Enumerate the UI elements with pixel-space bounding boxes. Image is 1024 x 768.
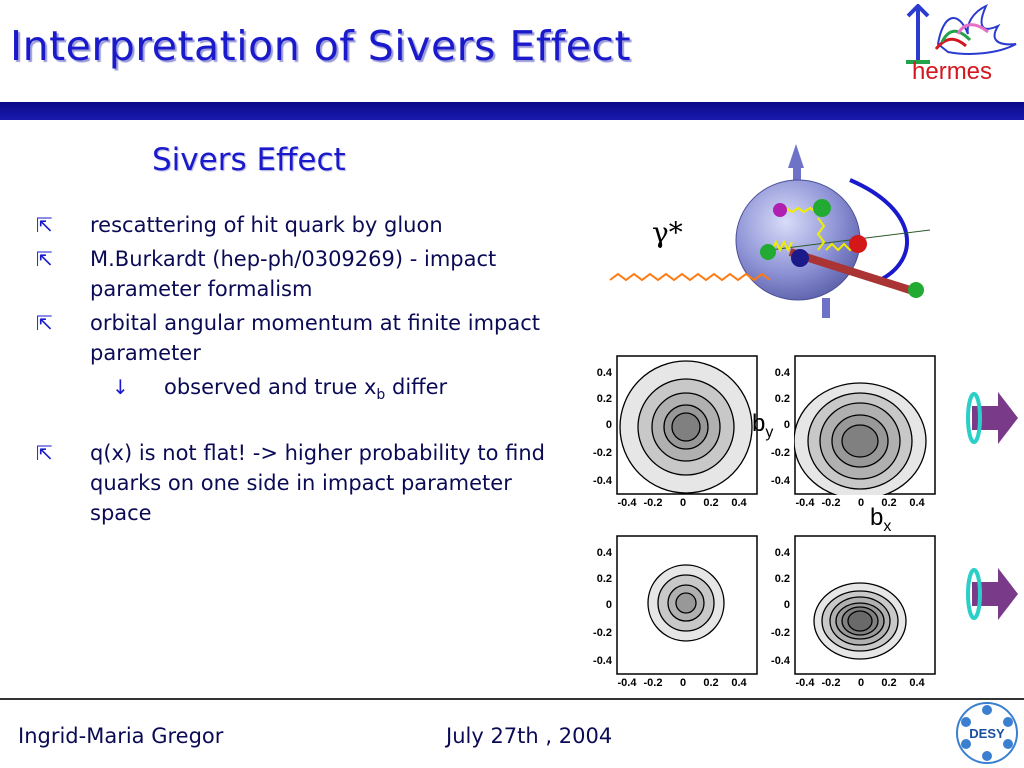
desy-logo: DESY: [956, 702, 1018, 764]
x-tick-label: -0.2: [821, 497, 841, 509]
x-tick-label: 0.4: [731, 677, 747, 689]
contour-line: [847, 610, 873, 632]
bullet-list: ⇱ rescattering of hit quark by gluon ⇱ M…: [36, 210, 556, 532]
arrow-bullet-icon: ⇱: [36, 213, 53, 237]
x-tick-label: -0.4: [795, 497, 815, 509]
x-tick-label: 0: [857, 497, 865, 509]
y-tick-label: 0.4: [596, 367, 612, 379]
axis-label-by: by: [752, 410, 774, 441]
x-tick-label: 0.4: [731, 497, 747, 509]
y-tick-label: 0.4: [774, 367, 790, 379]
contour-plot: [616, 355, 758, 495]
x-tick-label: 0.2: [881, 677, 897, 689]
sub-bullet-text: observed and true xb differ: [164, 375, 448, 404]
contour-plot-canvas: [616, 535, 758, 675]
contour-plot: [794, 535, 936, 675]
y-tick-label: 0: [783, 419, 790, 431]
x-tick-label: 0.2: [703, 497, 719, 509]
contour-line: [675, 592, 697, 614]
hermes-logo-text: hermes: [912, 58, 993, 85]
y-tick-label: -0.4: [593, 655, 612, 667]
bullet-text: q(x) is not flat! -> higher probability …: [90, 441, 545, 526]
y-tick-label: -0.2: [771, 447, 790, 459]
hermes-logo: [906, 4, 1017, 64]
y-tick-label: 0.2: [774, 393, 790, 405]
y-tick-label: 0.4: [774, 547, 790, 559]
bullet-item: ⇱ q(x) is not flat! -> higher probabilit…: [36, 438, 556, 528]
x-tick-label: -0.2: [643, 497, 663, 509]
section-subtitle: Sivers Effect: [152, 142, 346, 178]
bullet-item: ⇱ orbital angular momentum at finite imp…: [36, 308, 556, 368]
arrow-bullet-icon: ⇱: [36, 311, 53, 335]
footer-date: July 27th , 2004: [446, 724, 613, 748]
y-tick-label: 0.2: [774, 573, 790, 585]
arrow-bullet-icon: ⇱: [36, 247, 53, 271]
nucleon-diagram: [609, 144, 930, 318]
y-tick-label: -0.4: [771, 655, 790, 667]
footer-rule: [0, 698, 1024, 700]
y-tick-label: -0.2: [771, 627, 790, 639]
y-tick-label: 0: [605, 419, 612, 431]
contour-plot-canvas: [616, 355, 758, 495]
sub-bullet-item: ↓ observed and true xb differ: [36, 372, 556, 410]
y-tick-label: 0.4: [596, 547, 612, 559]
y-tick-label: 0: [605, 599, 612, 611]
contour-line: [841, 424, 879, 458]
photon-line: [609, 272, 771, 282]
slide-title: Interpretation of Sivers Effect: [10, 22, 632, 70]
contour-line: [671, 412, 701, 442]
x-tick-label: 0.4: [909, 677, 925, 689]
x-tick-label: -0.4: [617, 497, 637, 509]
y-tick-label: -0.4: [771, 475, 790, 487]
down-arrow-bullet-icon: ↓: [112, 375, 129, 399]
bullet-text: rescattering of hit quark by gluon: [90, 213, 443, 237]
x-tick-label: 0: [857, 677, 865, 689]
desy-logo-text: DESY: [969, 726, 1005, 741]
y-tick-label: -0.4: [593, 475, 612, 487]
arrow-bullet-icon: ⇱: [36, 441, 53, 466]
y-tick-label: 0.2: [596, 393, 612, 405]
bullet-text: orbital angular momentum at finite impac…: [90, 311, 541, 365]
x-tick-label: -0.4: [795, 677, 815, 689]
footer-author: Ingrid-Maria Gregor: [18, 724, 224, 748]
x-tick-label: 0.4: [909, 497, 925, 509]
x-tick-label: -0.2: [821, 677, 841, 689]
bullet-item: ⇱ rescattering of hit quark by gluon: [36, 210, 556, 240]
bullet-text: M.Burkardt (hep-ph/0309269) - impact par…: [90, 247, 497, 301]
y-tick-label: -0.2: [593, 447, 612, 459]
contour-plot-canvas: [794, 355, 936, 495]
spin-arrow-icon: [966, 568, 1018, 620]
bullet-item: ⇱ M.Burkardt (hep-ph/0309269) - impact p…: [36, 244, 556, 304]
x-tick-label: 0.2: [881, 497, 897, 509]
y-tick-label: -0.2: [593, 627, 612, 639]
axis-label-bx: bx: [870, 504, 892, 535]
x-tick-label: 0: [679, 677, 687, 689]
x-tick-label: 0: [679, 497, 687, 509]
photon-label: γ*: [652, 216, 683, 249]
contour-plot: [616, 535, 758, 675]
x-tick-label: -0.2: [643, 677, 663, 689]
spin-arrow-icon: [966, 392, 1018, 444]
title-rule: [0, 102, 1024, 120]
y-tick-label: 0.2: [596, 573, 612, 585]
contour-plot-canvas: [794, 535, 936, 675]
y-tick-label: 0: [783, 599, 790, 611]
x-tick-label: 0.2: [703, 677, 719, 689]
x-tick-label: -0.4: [617, 677, 637, 689]
contour-plot: [794, 355, 936, 495]
